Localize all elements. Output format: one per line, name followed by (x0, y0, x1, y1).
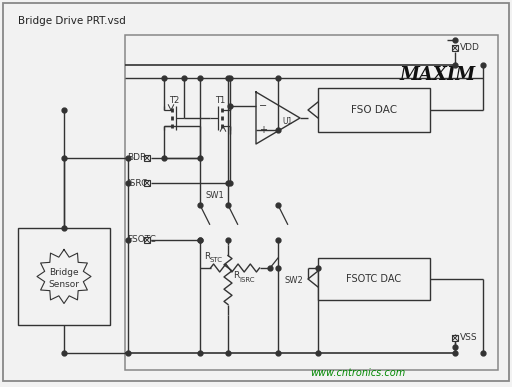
Bar (144, 237, 150, 243)
Text: FSO DAC: FSO DAC (351, 105, 397, 115)
Text: FSOTC DAC: FSOTC DAC (347, 274, 401, 284)
Bar (318, 88, 430, 132)
Text: SW1: SW1 (205, 191, 224, 200)
Text: T1: T1 (215, 96, 225, 105)
Bar (144, 155, 150, 161)
Text: Bridge
Sensor: Bridge Sensor (49, 269, 79, 289)
Text: VSS: VSS (460, 334, 478, 342)
Bar (144, 180, 150, 186)
Text: R: R (204, 252, 210, 261)
Text: VDD: VDD (460, 43, 480, 53)
Text: ISRC: ISRC (127, 178, 147, 187)
Text: MAXIM: MAXIM (400, 66, 476, 84)
Bar (452, 335, 458, 341)
Text: BDR: BDR (127, 154, 146, 163)
Text: www.cntronics.com: www.cntronics.com (310, 368, 406, 378)
Text: +: + (259, 125, 267, 135)
Text: Bridge Drive PRT.vsd: Bridge Drive PRT.vsd (18, 16, 126, 26)
Bar (318, 258, 430, 300)
Text: U1: U1 (282, 118, 292, 127)
Text: R: R (233, 272, 239, 281)
Text: ISRC: ISRC (239, 277, 254, 283)
Bar (452, 45, 458, 51)
Text: SW2: SW2 (285, 276, 304, 285)
Text: FSOTC: FSOTC (127, 236, 156, 245)
Text: −: − (259, 101, 267, 111)
Bar (18, 228, 110, 325)
Text: STC: STC (210, 257, 223, 263)
Text: T2: T2 (169, 96, 179, 105)
Bar (125, 35, 498, 370)
